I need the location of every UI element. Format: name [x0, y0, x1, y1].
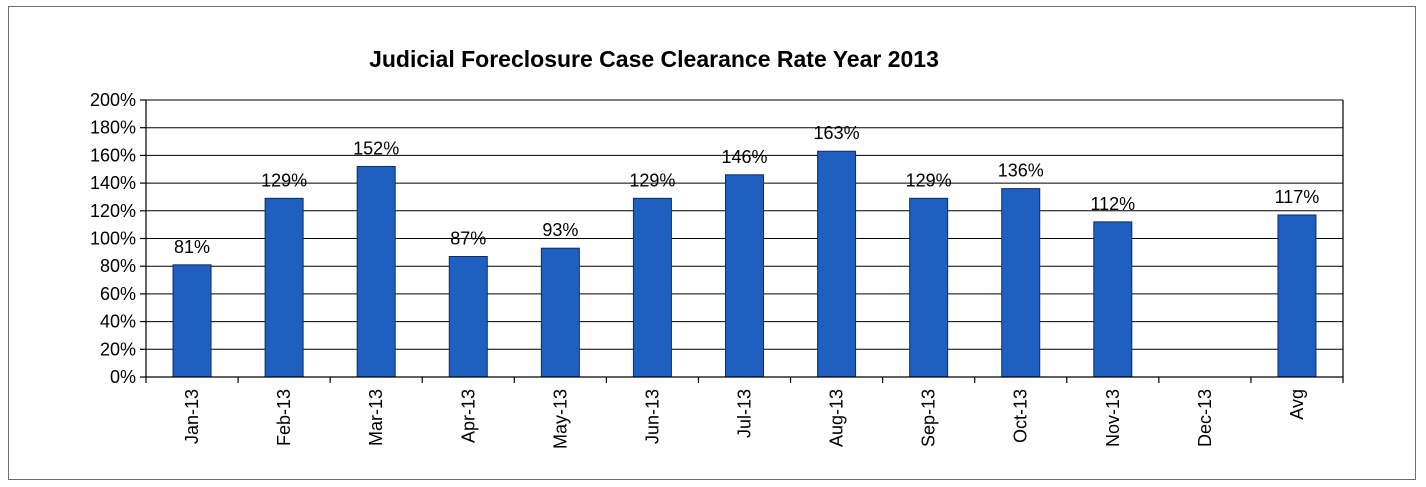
ytick-label: 40%: [100, 312, 136, 332]
xtick-label-Aug-13: Aug-13: [827, 389, 847, 447]
ytick-label: 160%: [90, 145, 136, 165]
bar-Mar-13: [356, 165, 396, 378]
data-label-Feb-13: 129%: [261, 170, 307, 190]
data-label-Jun-13: 129%: [629, 170, 675, 190]
data-label-Jan-13: 81%: [174, 237, 210, 257]
xtick-label-Mar-13: Mar-13: [366, 389, 386, 446]
xtick-label-Avg: Avg: [1287, 389, 1307, 420]
xtick-label-Sep-13: Sep-13: [919, 389, 939, 447]
ytick-label: 140%: [90, 173, 136, 193]
ytick-label: 180%: [90, 118, 136, 138]
bar-Sep-13: [909, 197, 949, 378]
bar-Jul-13: [725, 174, 764, 378]
xtick-label-May-13: May-13: [550, 389, 570, 449]
xtick-label-Dec-13: Dec-13: [1195, 389, 1215, 447]
ytick-label: 20%: [100, 339, 136, 359]
ytick-label: 0%: [110, 367, 136, 387]
data-label-Avg: 117%: [1275, 187, 1320, 207]
bar-Jun-13: [632, 197, 672, 378]
data-label-Jul-13: 146%: [721, 147, 767, 167]
data-label-Mar-13: 152%: [353, 138, 399, 158]
ytick-label: 100%: [90, 229, 136, 249]
xtick-label-Jul-13: Jul-13: [735, 389, 755, 438]
data-label-Apr-13: 87%: [450, 229, 486, 249]
axis-layer: [140, 99, 1344, 383]
chart-frame: Judicial Foreclosure Case Clearance Rate…: [8, 6, 1416, 480]
chart-svg: Judicial Foreclosure Case Clearance Rate…: [90, 46, 1344, 449]
bar-May-13: [540, 247, 580, 378]
bar-Jan-13: [172, 264, 212, 378]
data-label-Sep-13: 129%: [906, 170, 952, 190]
bar-Apr-13: [448, 256, 488, 378]
data-label-Nov-13: 112%: [1090, 194, 1135, 214]
xtick-label-Oct-13: Oct-13: [1011, 389, 1031, 443]
bars-layer: [172, 150, 1317, 378]
ytick-label: 200%: [90, 90, 136, 110]
data-label-Oct-13: 136%: [998, 161, 1044, 181]
xtick-label-Jun-13: Jun-13: [642, 389, 662, 444]
xtick-label-Apr-13: Apr-13: [458, 389, 478, 443]
xtick-label-Jan-13: Jan-13: [182, 389, 202, 444]
bar-Avg: [1277, 214, 1317, 378]
bar-Nov-13: [1093, 221, 1133, 378]
ytick-label: 60%: [100, 284, 136, 304]
xtick-label-Feb-13: Feb-13: [274, 389, 294, 446]
ytick-label: 80%: [100, 256, 136, 276]
data-label-Aug-13: 163%: [814, 123, 860, 143]
xtick-label-Nov-13: Nov-13: [1103, 389, 1123, 447]
labels-layer: 0% 20% 40% 60% 80% 100% 120% 140% 160% 180% 200% 81…: [90, 90, 1319, 449]
data-label-May-13: 93%: [542, 220, 578, 240]
bar-Feb-13: [264, 197, 304, 378]
chart-title: Judicial Foreclosure Case Clearance Rate…: [369, 46, 939, 72]
bar-Aug-13: [817, 150, 857, 378]
ytick-label: 120%: [90, 201, 136, 221]
bar-Oct-13: [1001, 188, 1041, 378]
